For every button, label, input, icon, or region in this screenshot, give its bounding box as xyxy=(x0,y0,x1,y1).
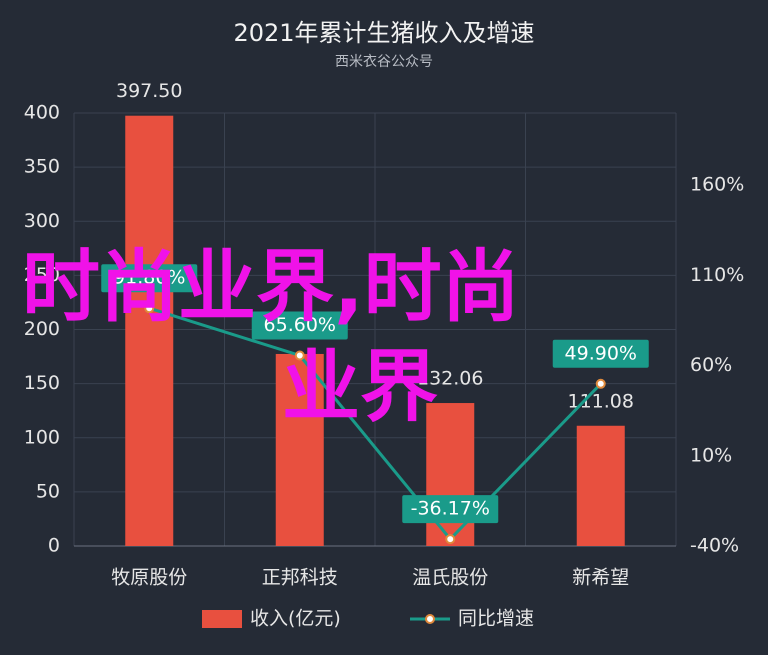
y2-tick-label: 160% xyxy=(690,174,744,196)
line-point xyxy=(294,350,305,361)
bar-value-label: 111.08 xyxy=(568,390,634,412)
label-box xyxy=(552,339,649,368)
line xyxy=(148,306,602,542)
legend-label: 收入(亿元) xyxy=(250,608,341,630)
x-tick-label: 温氏股份 xyxy=(412,567,488,589)
y-tick-label: 50 xyxy=(36,480,60,502)
line-point xyxy=(595,378,606,389)
bar xyxy=(275,353,324,546)
y-tick-label: 0 xyxy=(48,535,60,557)
chart-title: 2021年累计生猪收入及增速 xyxy=(233,19,534,47)
legend-swatch-point xyxy=(425,614,435,624)
y2-tick-label: 10% xyxy=(690,444,732,466)
y-tick-label: 200 xyxy=(24,318,60,340)
label-box xyxy=(402,495,499,524)
bar-value-label: 132.06 xyxy=(417,368,483,390)
bar xyxy=(576,425,625,546)
y-tick-label: 350 xyxy=(24,156,60,178)
bar xyxy=(125,115,174,547)
line-value-label: 49.90% xyxy=(565,342,637,364)
y-tick-label: 400 xyxy=(24,102,60,124)
x-tick-label: 正邦科技 xyxy=(262,567,338,589)
y2-tick-label: 60% xyxy=(690,354,732,376)
watermark: 业界 xyxy=(282,342,438,432)
x-tick-label: 牧原股份 xyxy=(111,567,187,589)
watermark: 时尚业界,时尚 xyxy=(22,242,520,332)
bar-value-label: 397.50 xyxy=(116,80,182,102)
y2-tick-label: -40% xyxy=(690,535,739,557)
line-value-label: -36.17% xyxy=(411,498,490,520)
line-point xyxy=(144,303,155,314)
y-tick-label: 300 xyxy=(24,210,60,232)
label-box xyxy=(101,264,198,293)
line-value-label: 91.80% xyxy=(113,267,185,289)
label-box xyxy=(251,311,348,340)
legend-swatch xyxy=(202,610,242,628)
y2-tick-label: 110% xyxy=(690,264,744,286)
line-point xyxy=(445,534,456,545)
y-tick-label: 250 xyxy=(24,264,60,286)
x-tick-label: 新希望 xyxy=(572,567,629,589)
y-tick-label: 150 xyxy=(24,372,60,394)
chart-subtitle: 西米衣谷公众号 xyxy=(335,54,433,70)
legend-label: 同比增速 xyxy=(458,608,534,630)
y-tick-label: 100 xyxy=(24,426,60,448)
line-value-label: 65.60% xyxy=(264,314,336,336)
